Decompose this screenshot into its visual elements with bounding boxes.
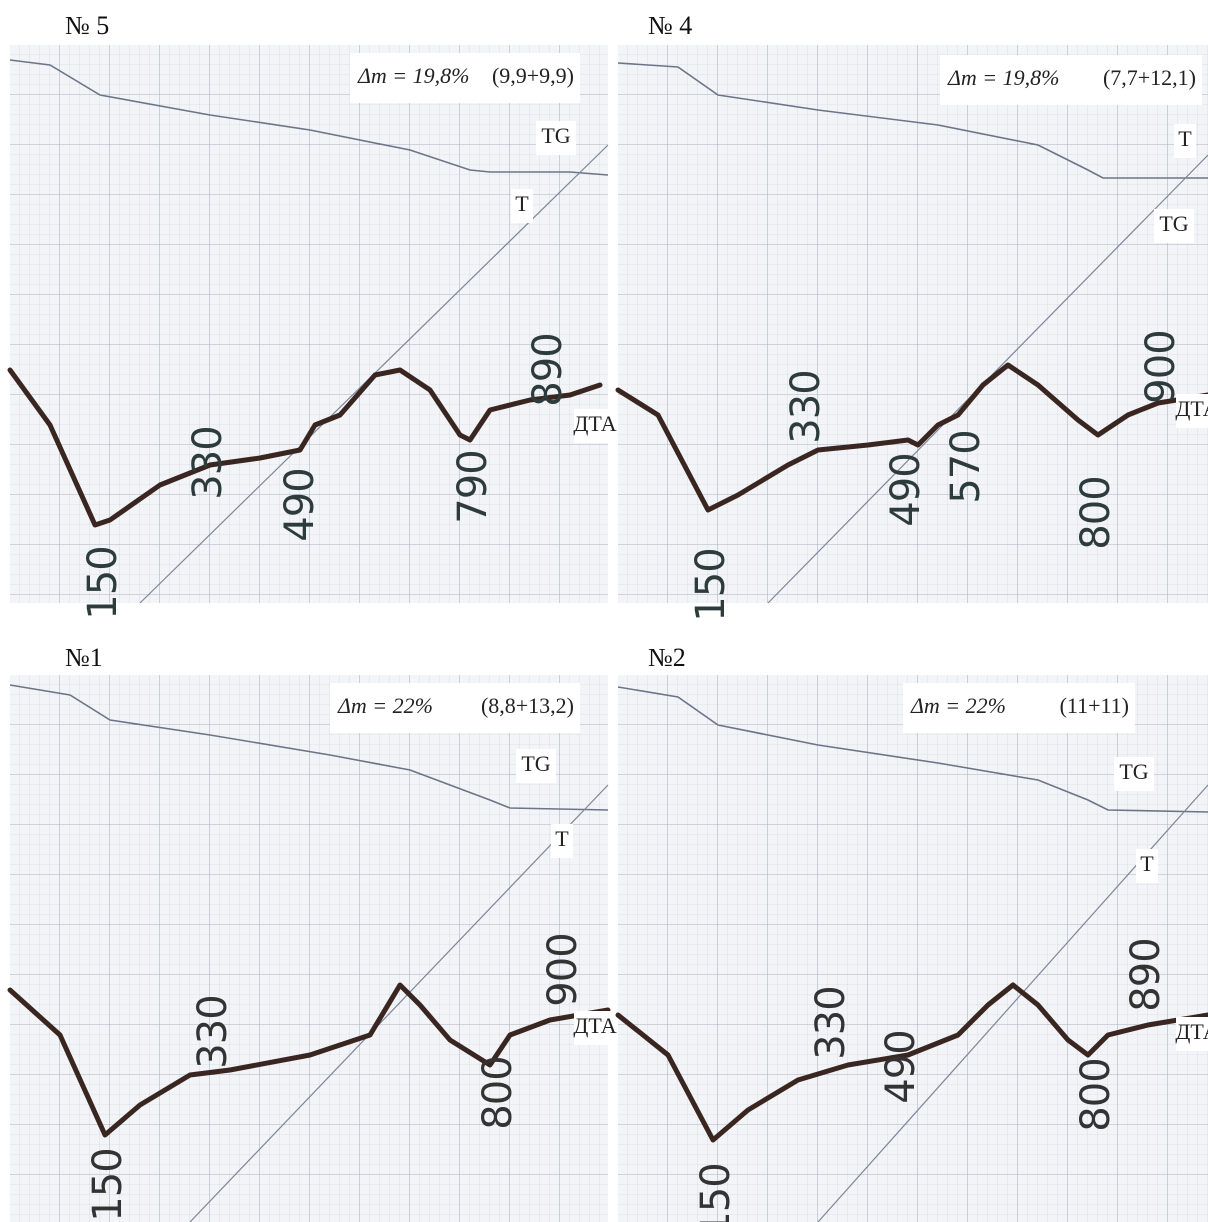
tg-label: TG (521, 751, 550, 776)
panel-label: №2 (648, 643, 686, 672)
peak-temperature: 150 (693, 1163, 739, 1222)
peak-temperature: 800 (475, 1056, 521, 1129)
dta-label: ДТА (573, 1013, 616, 1038)
mass-loss-split: (9,9+9,9) (492, 63, 574, 88)
t-label: T (1140, 851, 1154, 876)
mass-loss: Δm = 22% (337, 693, 433, 718)
peak-temperature: 900 (540, 933, 586, 1006)
thermogram: Δm = 22% (8,8+13,2) TG T ДТА 150 330 800 900 (10, 675, 617, 1222)
peak-temperature: 900 (1138, 330, 1184, 403)
page: {"panels": [ {"label": "№ 5", "mass_loss… (0, 0, 1208, 1222)
dta-label: ДТА (573, 411, 616, 436)
peak-temperature: 330 (783, 370, 829, 443)
thermogram: Δm = 19,8%(7,7+12,1)TGTДТА15033049057080… (618, 45, 1208, 622)
peak-temperature: 150 (688, 548, 734, 621)
peak-temperature: 800 (1073, 476, 1119, 549)
peak-temperature: 330 (190, 995, 236, 1068)
dta-label: ДТА (1175, 1019, 1208, 1044)
panel-label: № 5 (65, 11, 109, 40)
peak-temperature: 890 (1123, 938, 1169, 1011)
mass-loss-split: (11+11) (1060, 693, 1129, 718)
panel-label: № 4 (648, 11, 692, 40)
peak-temperature: 490 (277, 468, 323, 541)
tg-label: TG (541, 123, 570, 148)
figure: № 5 Δm = 19,8% (9,9+9,9) TG T ДТА 150 330 490 790… (0, 0, 1208, 1222)
peak-temperature: 790 (450, 450, 496, 523)
mass-loss-split: (7,7+12,1) (1103, 65, 1196, 90)
peak-temperature: 150 (80, 546, 126, 619)
mass-loss: Δm = 19,8% (357, 63, 469, 88)
peak-temperature: 800 (1073, 1058, 1119, 1131)
mass-loss: Δm = 19,8% (947, 65, 1059, 90)
t-label: T (515, 191, 529, 216)
peak-temperature: 490 (883, 453, 929, 526)
tg-label: TG (1159, 211, 1188, 236)
peak-temperature: 490 (878, 1030, 924, 1103)
thermogram: Δm = 19,8% (9,9+9,9) TG T ДТА 150 330 490 790 890 (10, 45, 617, 620)
mass-loss: Δm = 22% (910, 693, 1006, 718)
mass-loss-split: (8,8+13,2) (481, 693, 574, 718)
peak-temperature: 330 (808, 986, 854, 1059)
t-label: T (555, 826, 569, 851)
t-label: T (1178, 126, 1192, 151)
peak-temperature: 330 (185, 426, 231, 499)
thermogram: Δm = 22% (11+11) TG T ДТА 150 330 490 800 890 (618, 675, 1208, 1222)
peak-temperature: 150 (85, 1148, 131, 1221)
tg-label: TG (1119, 759, 1148, 784)
panel-label: №1 (65, 643, 103, 672)
peak-temperature: 890 (525, 333, 571, 406)
peak-temperature: 570 (943, 430, 989, 503)
